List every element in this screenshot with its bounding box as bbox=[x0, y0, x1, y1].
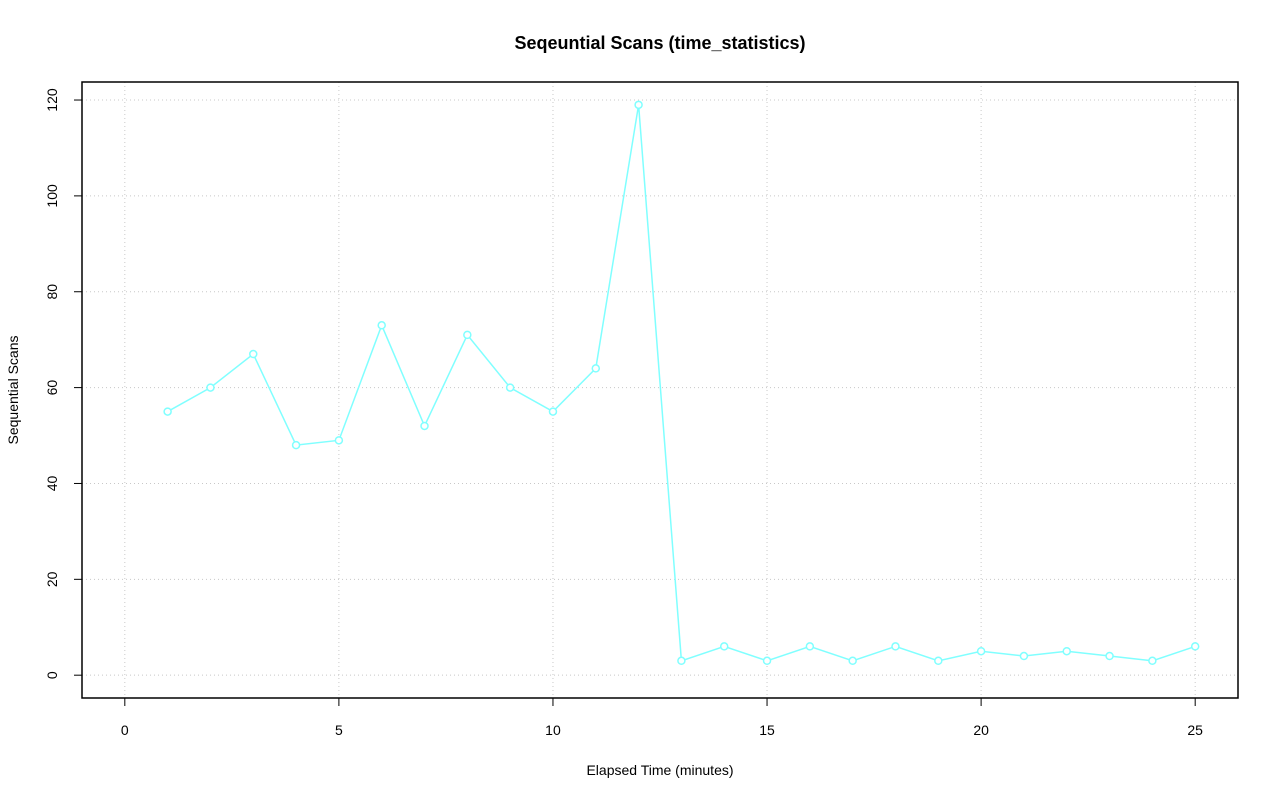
data-point bbox=[1105, 651, 1114, 661]
data-point bbox=[377, 321, 386, 330]
x-axis-label: Elapsed Time (minutes) bbox=[586, 762, 733, 778]
data-point bbox=[1019, 651, 1029, 661]
data-point bbox=[976, 646, 986, 656]
data-point bbox=[1148, 656, 1157, 666]
data-point bbox=[891, 642, 900, 651]
data-point bbox=[505, 383, 515, 392]
y-tick-label: 0 bbox=[44, 671, 60, 679]
data-point bbox=[249, 349, 258, 359]
data-point bbox=[719, 642, 729, 651]
data-point bbox=[463, 330, 472, 340]
x-tick-label: 25 bbox=[1187, 722, 1203, 738]
y-tick-label: 60 bbox=[44, 380, 60, 396]
data-point bbox=[163, 407, 172, 416]
y-tick-label: 20 bbox=[44, 571, 60, 587]
x-tick-label: 5 bbox=[335, 722, 343, 738]
plot-area: 0 5 10 15 20 25 0 20 40 60 80 100 120 bbox=[44, 82, 1238, 738]
chart-title: Seqeuntial Scans (time_statistics) bbox=[514, 33, 805, 53]
x-tick-label: 10 bbox=[545, 722, 561, 738]
x-tick-label: 0 bbox=[121, 722, 129, 738]
data-point bbox=[762, 656, 772, 666]
y-tick-label: 120 bbox=[44, 88, 60, 112]
data-point bbox=[805, 642, 815, 651]
data-point bbox=[1190, 642, 1200, 651]
plot-frame bbox=[81, 81, 1239, 699]
data-point bbox=[934, 656, 943, 666]
data-point bbox=[848, 656, 857, 666]
data-point bbox=[548, 407, 558, 416]
x-tick-label: 15 bbox=[759, 722, 775, 738]
data-point bbox=[334, 436, 344, 445]
y-axis-label: Sequential Scans bbox=[5, 336, 21, 445]
y-tick-label: 40 bbox=[44, 475, 60, 491]
data-point bbox=[206, 383, 215, 392]
y-tick-label: 100 bbox=[44, 184, 60, 208]
data-point bbox=[634, 100, 643, 110]
data-point bbox=[420, 421, 429, 431]
data-point bbox=[677, 656, 686, 666]
y-tick-label: 80 bbox=[44, 284, 60, 300]
x-tick-label: 20 bbox=[973, 722, 989, 738]
data-point bbox=[591, 364, 601, 373]
data-point bbox=[1062, 646, 1071, 656]
data-point bbox=[291, 440, 301, 450]
